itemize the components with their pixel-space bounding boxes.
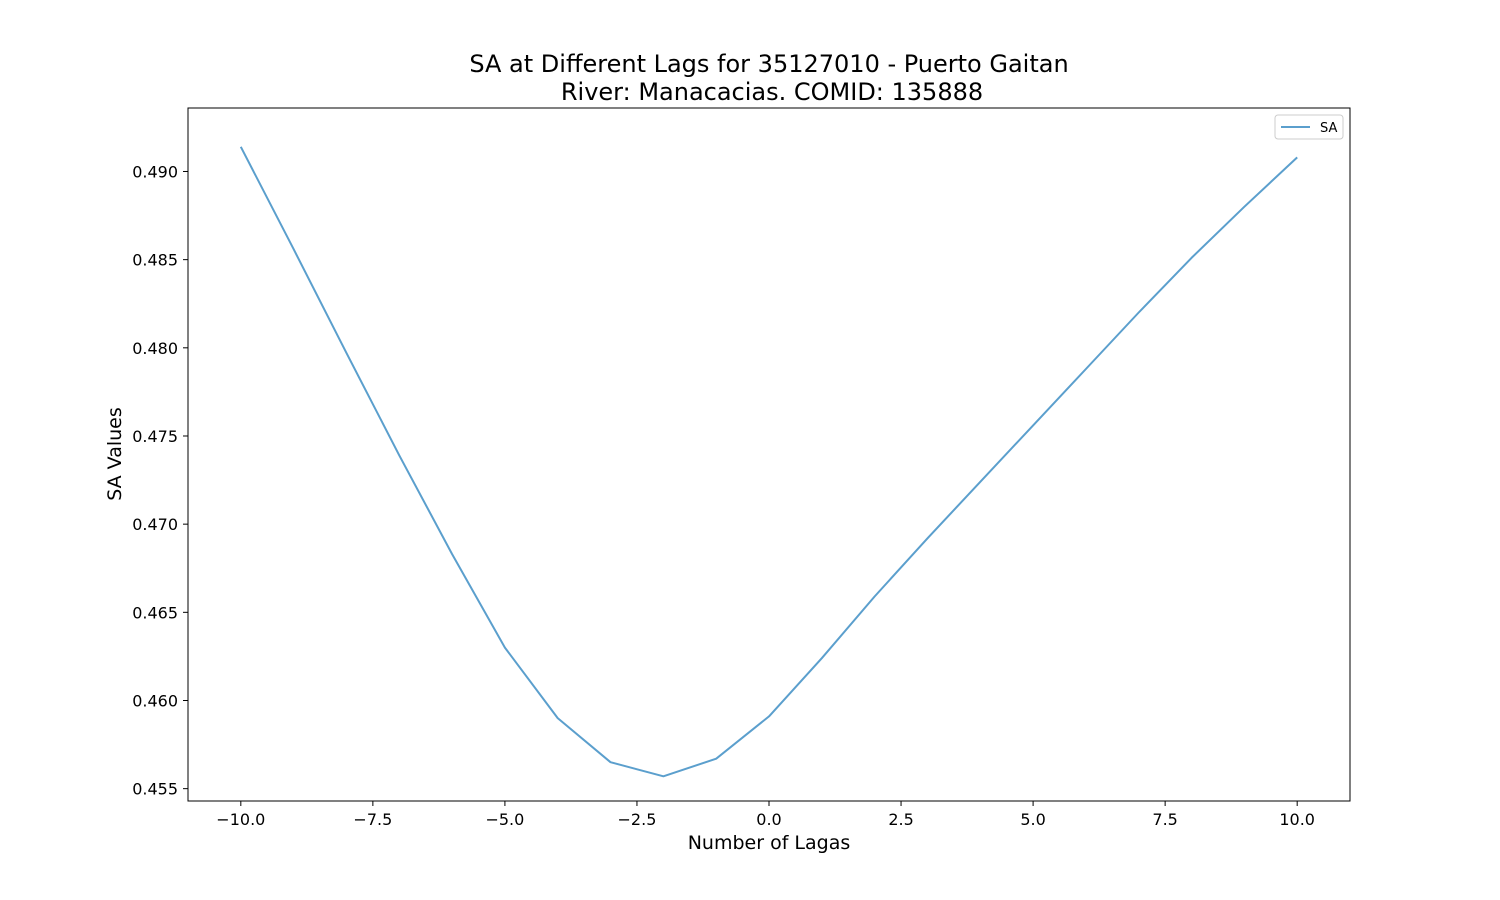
x-tick-label: 7.5 bbox=[1152, 810, 1177, 829]
y-tick-label: 0.455 bbox=[132, 780, 178, 799]
x-tick-label: −7.5 bbox=[353, 810, 392, 829]
x-tick-label: −2.5 bbox=[618, 810, 657, 829]
x-tick-label: −10.0 bbox=[216, 810, 265, 829]
x-axis-label: Number of Lagas bbox=[688, 832, 851, 854]
y-tick-label: 0.485 bbox=[132, 251, 178, 270]
y-tick-label: 0.460 bbox=[132, 691, 178, 710]
y-axis-label: SA Values bbox=[104, 407, 126, 501]
series-line-sa bbox=[239, 146, 1298, 778]
series-layer bbox=[239, 146, 1298, 778]
x-tick-label: 2.5 bbox=[888, 810, 913, 829]
x-tick-label: 10.0 bbox=[1279, 810, 1315, 829]
x-tick-label: 5.0 bbox=[1020, 810, 1045, 829]
y-axis-ticks: 0.455 0.460 0.465 0.470 0.475 0.480 0.485 0.490 bbox=[132, 162, 188, 799]
y-tick-label: 0.465 bbox=[132, 603, 178, 622]
x-axis-ticks: −10.0 −7.5 −5.0 −2.5 0.0 2.5 5.0 7.5 10.0 bbox=[216, 801, 1315, 829]
legend: SA bbox=[1274, 114, 1344, 140]
x-tick-label: −5.0 bbox=[485, 810, 524, 829]
y-tick-label: 0.475 bbox=[132, 427, 178, 446]
plot-area-frame bbox=[187, 107, 1351, 802]
y-tick-label: 0.470 bbox=[132, 515, 178, 534]
x-tick-label: 0.0 bbox=[756, 810, 781, 829]
y-tick-label: 0.480 bbox=[132, 339, 178, 358]
y-tick-label: 0.490 bbox=[132, 162, 178, 181]
chart-title-line1: SA at Different Lags for 35127010 - Puer… bbox=[469, 50, 1068, 78]
chart-title-line2: River: Manacacias. COMID: 135888 bbox=[561, 78, 983, 106]
legend-label-sa: SA bbox=[1320, 121, 1337, 136]
